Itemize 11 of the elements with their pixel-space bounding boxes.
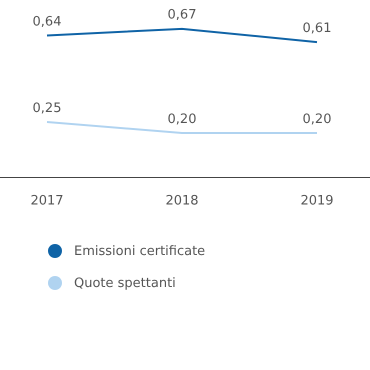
x-tick-label: 2018 [165, 194, 199, 209]
legend-label: Quote spettanti [74, 276, 176, 290]
data-label: 0,20 [302, 112, 332, 127]
data-label: 0,20 [168, 112, 196, 127]
x-tick-label: 2017 [30, 194, 64, 209]
data-label: 0,61 [302, 21, 332, 36]
data-label: 0,64 [32, 14, 62, 30]
data-label: 0,25 [32, 100, 62, 116]
legend-label: Emissioni certificate [74, 244, 206, 258]
x-tick-label: 2019 [300, 194, 334, 209]
data-label: 0,67 [168, 8, 196, 23]
